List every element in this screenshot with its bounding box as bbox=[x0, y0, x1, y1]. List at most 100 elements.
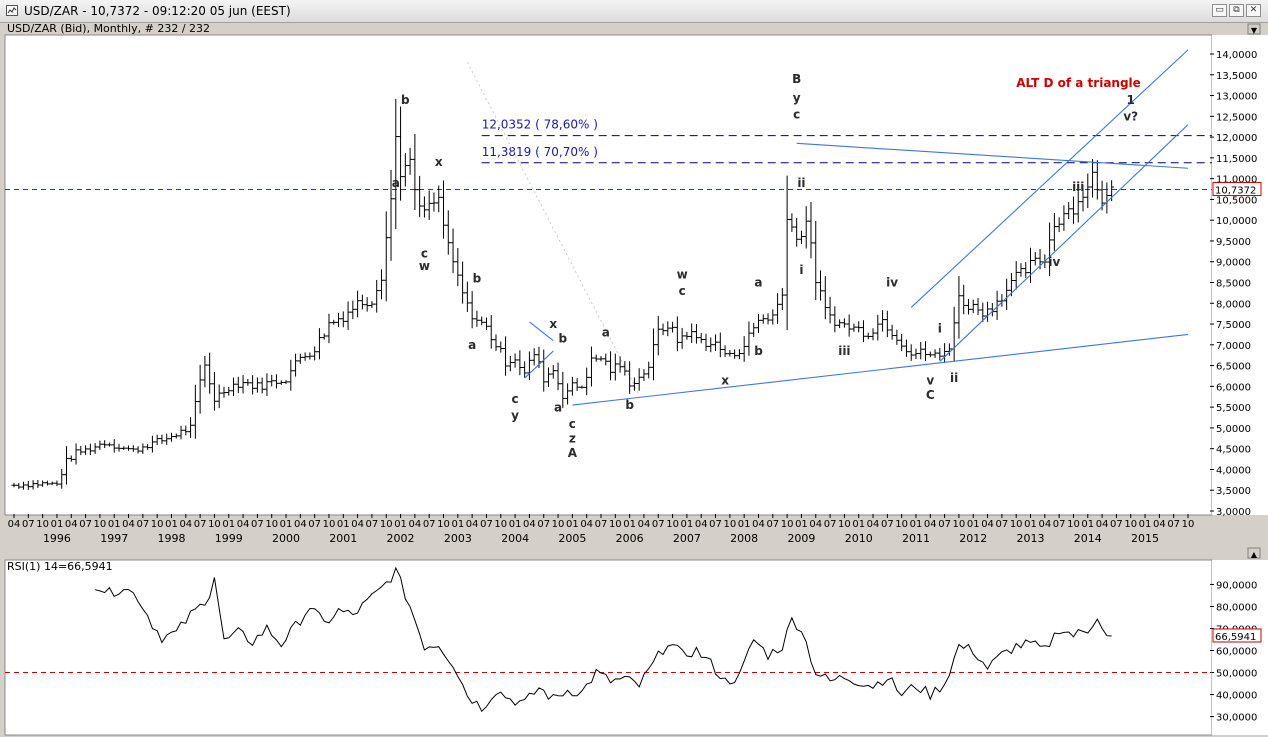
time-axis-label: 01 bbox=[795, 519, 808, 530]
rsi-collapse-button[interactable]: ▲ bbox=[1247, 547, 1261, 559]
time-axis-label: 01 bbox=[1081, 519, 1094, 530]
time-axis-label: 10 bbox=[265, 519, 278, 530]
time-axis-label: 01 bbox=[852, 519, 865, 530]
time-axis-label: 07 bbox=[709, 519, 722, 530]
wave-label: c bbox=[793, 107, 800, 121]
rsi-panel[interactable] bbox=[4, 559, 1213, 736]
time-axis-label: 10 bbox=[953, 519, 966, 530]
time-axis-label: 01 bbox=[1139, 519, 1152, 530]
time-axis-label: 01 bbox=[222, 519, 235, 530]
current-price-box bbox=[1212, 182, 1262, 197]
time-axis-year-label: 1999 bbox=[215, 532, 243, 545]
wave-label: x bbox=[435, 155, 443, 169]
time-axis-label: 04 bbox=[1096, 519, 1109, 530]
time-axis-label: 10 bbox=[437, 519, 450, 530]
main-collapse-button[interactable]: ▼ bbox=[1247, 23, 1261, 35]
wave-label: a bbox=[754, 276, 762, 290]
minimize-button[interactable]: ▭ bbox=[1212, 4, 1227, 17]
wave-label: C bbox=[926, 388, 935, 402]
current-price-label: 10,7372 bbox=[1215, 186, 1256, 197]
time-axis-year-label: 2009 bbox=[787, 532, 815, 545]
time-axis-label: 07 bbox=[136, 519, 149, 530]
title-bar[interactable]: USD/ZAR - 10,7372 - 09:12:20 05 jun (EES… bbox=[0, 0, 1268, 23]
time-axis-label: 10 bbox=[1067, 519, 1080, 530]
time-axis-label: 07 bbox=[1110, 519, 1123, 530]
time-axis-label: 04 bbox=[351, 519, 364, 530]
time-axis-label: 04 bbox=[8, 519, 21, 530]
rsi-axis-area bbox=[1212, 560, 1268, 735]
time-axis-year-label: 2015 bbox=[1131, 532, 1159, 545]
time-axis-label: 04 bbox=[638, 519, 651, 530]
time-axis-label: 04 bbox=[867, 519, 880, 530]
time-axis-label: 07 bbox=[22, 519, 35, 530]
chart-window-icon bbox=[6, 5, 18, 16]
collapse-up-icon: ▲ bbox=[1251, 550, 1258, 559]
time-axis-label: 04 bbox=[580, 519, 593, 530]
price-axis-label: 6,0000 bbox=[1216, 382, 1251, 393]
time-axis-year-label: 2011 bbox=[902, 532, 930, 545]
wave-label: A bbox=[568, 446, 578, 460]
rsi-axis-label: 80,0000 bbox=[1216, 602, 1257, 613]
wave-label: b bbox=[473, 272, 482, 286]
time-axis-label: 04 bbox=[523, 519, 536, 530]
wave-label: z bbox=[569, 431, 576, 445]
time-axis-label: 01 bbox=[681, 519, 694, 530]
time-axis-label: 07 bbox=[423, 519, 436, 530]
time-axis-label: 01 bbox=[165, 519, 178, 530]
time-axis-label: 04 bbox=[409, 519, 422, 530]
time-axis-label: 07 bbox=[480, 519, 493, 530]
time-axis-label: 10 bbox=[208, 519, 221, 530]
time-axis-year-label: 1996 bbox=[43, 532, 71, 545]
time-axis-year-label: 2002 bbox=[387, 532, 415, 545]
trendline bbox=[524, 350, 554, 379]
collapse-down-icon: ▼ bbox=[1251, 26, 1258, 35]
time-axis-label: 04 bbox=[122, 519, 135, 530]
restore-button[interactable]: ⧉ bbox=[1229, 4, 1244, 17]
time-axis-year-label: 2008 bbox=[730, 532, 758, 545]
wave-label: i bbox=[799, 263, 803, 277]
time-axis-year-label: 2000 bbox=[272, 532, 300, 545]
price-axis-label: 10,0000 bbox=[1216, 216, 1257, 227]
wave-label: iv bbox=[1048, 255, 1060, 269]
wave-label: x bbox=[549, 317, 557, 331]
wave-label: a bbox=[468, 338, 476, 352]
time-axis-label: 10 bbox=[552, 519, 565, 530]
price-axis-label: 9,5000 bbox=[1216, 237, 1251, 248]
rsi-current-box bbox=[1212, 628, 1262, 643]
time-axis-year-label: 2004 bbox=[501, 532, 529, 545]
price-axis-label: 13,0000 bbox=[1216, 92, 1257, 103]
time-axis-label: 01 bbox=[738, 519, 751, 530]
time-axis-label: 07 bbox=[79, 519, 92, 530]
wave-label: b bbox=[559, 332, 568, 346]
alt-d-triangle-annotation: ALT D of a triangle bbox=[1016, 76, 1141, 90]
wave-label: a bbox=[554, 400, 562, 414]
time-axis-label: 10 bbox=[94, 519, 107, 530]
wave-label: a bbox=[392, 176, 400, 190]
time-axis-year-label: 2001 bbox=[329, 532, 357, 545]
price-axis-label: 14,0000 bbox=[1216, 50, 1257, 61]
time-axis-label: 07 bbox=[996, 519, 1009, 530]
price-axis-label: 3,0000 bbox=[1216, 507, 1251, 518]
time-axis-year-label: 2012 bbox=[959, 532, 987, 545]
panel-splitter[interactable] bbox=[0, 546, 1268, 559]
time-axis-label: 07 bbox=[938, 519, 951, 530]
price-axis-label: 12,0000 bbox=[1216, 133, 1257, 144]
time-axis-label: 10 bbox=[380, 519, 393, 530]
price-panel-header: USD/ZAR (Bid), Monthly, # 232 / 232 bbox=[7, 22, 210, 35]
close-button[interactable]: ✕ bbox=[1246, 4, 1261, 17]
price-panel[interactable] bbox=[4, 34, 1213, 516]
time-axis-label: 04 bbox=[466, 519, 479, 530]
price-axis-area bbox=[1212, 35, 1268, 515]
time-axis-label: 01 bbox=[1024, 519, 1037, 530]
time-axis-label: 01 bbox=[337, 519, 350, 530]
time-axis-label: 04 bbox=[65, 519, 78, 530]
time-axis-label: 01 bbox=[280, 519, 293, 530]
wave-label: c bbox=[679, 284, 686, 298]
time-axis-label: 07 bbox=[652, 519, 665, 530]
time-axis-label: 07 bbox=[766, 519, 779, 530]
time-axis-label: 04 bbox=[924, 519, 937, 530]
rsi-axis-label: 40,0000 bbox=[1216, 691, 1257, 702]
time-axis-label: 07 bbox=[595, 519, 608, 530]
